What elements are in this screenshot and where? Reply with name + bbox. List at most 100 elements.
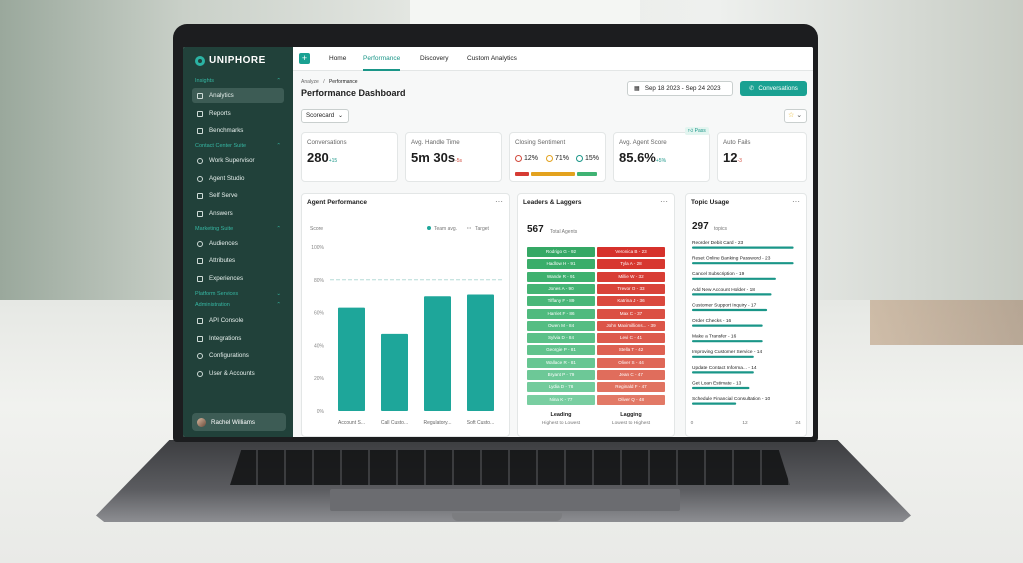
kpi-auto-fails[interactable]: Auto Fails 12-3 [717, 132, 807, 182]
tab-performance[interactable]: Performance [363, 47, 401, 71]
sidebar-item-benchmarks[interactable]: Benchmarks [192, 123, 284, 138]
topic-bar[interactable] [692, 308, 768, 312]
sidebar-section-insights[interactable]: Insights ⌃ [195, 78, 281, 84]
bar[interactable] [338, 307, 365, 411]
more-options-icon[interactable]: ··· [660, 197, 668, 206]
agent-performance-card: Agent Performance ··· Score Team avg. Ta… [301, 193, 510, 437]
more-options-icon[interactable]: ··· [792, 197, 800, 206]
breadcrumb: Analyze / Performance [301, 79, 358, 85]
topic-bar[interactable] [692, 293, 772, 296]
lagger-row[interactable]: Trevor O - 33 [597, 283, 665, 294]
total-topics-count: 297 [692, 221, 709, 232]
lagger-row[interactable]: Veronica B - 23 [597, 247, 665, 257]
topic-label: Customer Support Inquiry - 17 [692, 302, 757, 308]
kpi-closing-sentiment[interactable]: Closing Sentiment 12% 71% 15% [509, 132, 606, 182]
sidebar-item-api-console[interactable]: API Console [192, 313, 284, 328]
leader-row[interactable]: Bryant P - 79 [527, 370, 595, 380]
favorite-button[interactable]: ☆ ⌄ [784, 109, 807, 123]
lagger-row[interactable]: Jean C - 47 [597, 370, 665, 380]
topic-bar[interactable] [692, 324, 763, 327]
kpi-avg-handle-time[interactable]: Avg. Handle Time 5m 30s-5s [405, 132, 502, 182]
sidebar-item-audiences[interactable]: Audiences [192, 236, 284, 251]
x-tick-label: 24 [795, 420, 801, 426]
leader-row[interactable]: Wande R - 91 [527, 271, 595, 282]
bar[interactable] [467, 294, 494, 411]
lagger-row[interactable]: Katrina J - 36 [597, 296, 665, 307]
topic-bar[interactable] [692, 262, 794, 265]
lagger-row[interactable]: Tyla A - 28 [597, 259, 665, 270]
happy-face-icon [576, 155, 583, 162]
leader-row[interactable]: Hadlow H - 91 [527, 259, 595, 270]
tab-home[interactable]: Home [329, 55, 347, 62]
leader-row[interactable]: Georgie P - 81 [527, 345, 595, 356]
sidebar: UNIPHORE Insights ⌃ Analytics Reports Ben… [183, 47, 293, 437]
sidebar-item-configurations[interactable]: Configurations [192, 348, 284, 363]
laptop-trackpad [330, 489, 680, 511]
more-options-icon[interactable]: ··· [495, 197, 503, 206]
topic-bar[interactable] [692, 340, 763, 343]
topic-bar[interactable] [692, 355, 754, 358]
sidebar-item-self-serve[interactable]: Self Serve [192, 188, 284, 203]
brand-logo[interactable]: UNIPHORE [195, 55, 266, 66]
sidebar-item-integrations[interactable]: Integrations [192, 331, 284, 346]
leader-row[interactable]: Nina K - 77 [527, 394, 595, 405]
lagger-row[interactable]: Oliver S - 44 [597, 357, 665, 368]
leader-row[interactable]: Tiffany F - 89 [527, 296, 595, 307]
lagger-row[interactable]: Millie W - 32 [597, 271, 665, 282]
add-button[interactable]: + [299, 53, 310, 64]
bar[interactable] [424, 296, 451, 411]
conversations-button[interactable]: ✆ Conversations [740, 81, 807, 96]
date-range-picker[interactable]: ▦ Sep 18 2023 - Sep 24 2023 [627, 81, 733, 96]
pass-badge-label: Pass [694, 128, 706, 134]
sidebar-item-user-accounts[interactable]: User & Accounts [192, 366, 284, 381]
user-menu[interactable]: Rachel Williams [192, 413, 286, 431]
sidebar-section-administration[interactable]: Administration ⌃ [195, 302, 281, 308]
sidebar-section-platform-services[interactable]: Platform Services ⌄ [195, 291, 281, 297]
sidebar-item-analytics[interactable]: Analytics [192, 88, 284, 103]
attributes-icon [197, 257, 203, 264]
sidebar-item-agent-studio[interactable]: Agent Studio [192, 171, 284, 186]
leader-row[interactable]: Wallace R - 81 [527, 357, 595, 368]
sidebar-section-marketing[interactable]: Marketing Suite ⌃ [195, 226, 281, 232]
leader-row[interactable]: Jones A - 90 [527, 283, 595, 294]
leader-row[interactable]: Lydia D - 78 [527, 382, 595, 393]
sidebar-item-reports[interactable]: Reports [192, 106, 284, 121]
bar[interactable] [381, 333, 408, 411]
chevron-down-icon: ⌄ [796, 112, 803, 119]
y-axis-label: Score [310, 226, 323, 232]
integrations-icon [197, 335, 203, 342]
lagger-row[interactable]: Max C - 37 [597, 308, 665, 319]
leader-row[interactable]: Rodrigo G - 92 [527, 247, 595, 257]
sidebar-item-answers[interactable]: Answers [192, 206, 284, 221]
scorecard-select[interactable]: Scorecard ⌄ [301, 109, 349, 123]
y-tick-label: 0% [317, 409, 325, 415]
kpi-avg-agent-score[interactable]: Avg. Agent Score 85.6%+5% [613, 132, 710, 182]
leader-row[interactable]: Sylvia D - 84 [527, 333, 595, 344]
topic-bar[interactable] [692, 277, 776, 280]
tab-discovery[interactable]: Discovery [420, 55, 449, 62]
topic-bar[interactable] [692, 371, 754, 374]
y-tick-label: 60% [314, 311, 325, 317]
lagger-row[interactable]: John Maximillions... - 39 [597, 320, 665, 331]
topic-usage-card: Topic Usage ··· 297 topics Reorder Debit… [685, 193, 807, 437]
leader-row[interactable]: Owen M - 84 [527, 320, 595, 331]
kpi-conversations[interactable]: Conversations 280+15 [301, 132, 398, 182]
sidebar-section-contact-center[interactable]: Contact Center Suite ⌃ [195, 143, 281, 149]
lagger-row[interactable]: Stella T - 42 [597, 345, 665, 356]
topic-bar[interactable] [692, 386, 750, 390]
sidebar-item-work-supervisor[interactable]: Work Supervisor [192, 153, 284, 168]
topic-bar[interactable] [692, 402, 737, 405]
benchmark-icon [197, 127, 203, 134]
chevron-up-icon: ⌃ [276, 143, 281, 149]
lagger-row[interactable]: Oliver Q - 48 [597, 394, 665, 405]
sidebar-item-experiences[interactable]: Experiences [192, 271, 284, 286]
lagger-row[interactable]: Reginald F - 47 [597, 382, 665, 393]
chevron-up-icon: ⌃ [276, 226, 281, 232]
tab-custom-analytics[interactable]: Custom Analytics [467, 55, 517, 62]
breadcrumb-analyze[interactable]: Analyze [301, 79, 319, 85]
sidebar-item-attributes[interactable]: Attributes [192, 253, 284, 268]
sentiment-negative: 12% [515, 155, 538, 162]
lagger-row[interactable]: Levi C - 41 [597, 333, 665, 344]
leader-row[interactable]: Harriet F - 86 [527, 308, 595, 319]
topic-bar[interactable] [692, 246, 794, 249]
